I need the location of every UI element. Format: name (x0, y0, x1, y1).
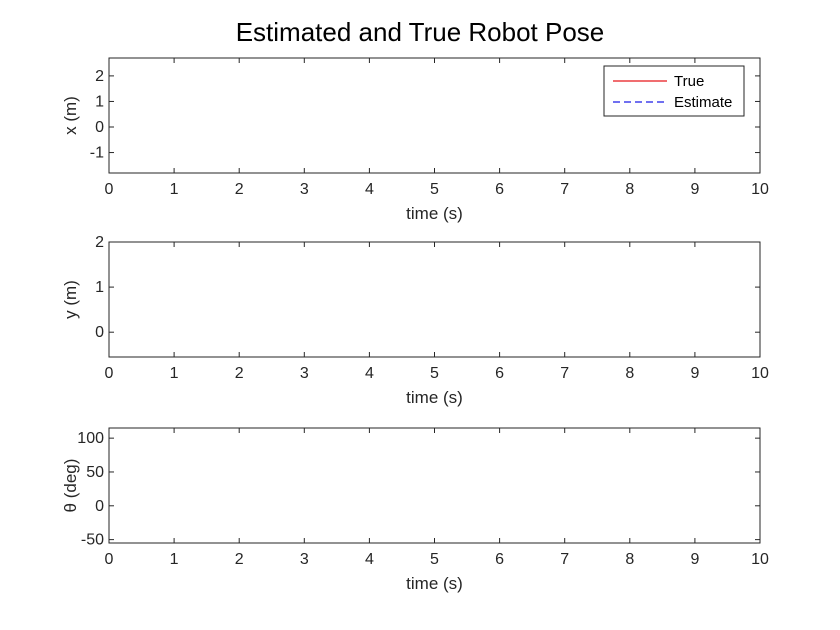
x-axis-label: time (s) (406, 574, 463, 593)
subplot-2: 0 1 2 3 4 5 6 7 8 9 10 0 1 2 time (s) y (m) (61, 234, 769, 407)
x-tick-label: 4 (365, 365, 374, 382)
y-tick-label: -50 (81, 532, 104, 549)
x-tick-label: 0 (105, 551, 114, 568)
axes-frame (108, 241, 761, 358)
y-tick-label: 1 (95, 279, 104, 296)
x-tick-label: 0 (105, 181, 114, 198)
x-tick-label: 10 (751, 365, 769, 382)
legend: True Estimate (603, 65, 745, 117)
x-tick-label: 4 (365, 181, 374, 198)
axes-frame (108, 427, 761, 544)
x-axis-label: time (s) (406, 388, 463, 407)
x-axis-label: time (s) (406, 204, 463, 223)
x-tick-label: 1 (170, 181, 179, 198)
x-tick-label: 2 (235, 551, 244, 568)
figure-title: Estimated and True Robot Pose (236, 17, 605, 47)
x-tick-label: 5 (430, 365, 439, 382)
x-tick-label: 8 (625, 551, 634, 568)
x-tick-label: 9 (690, 181, 699, 198)
y-tick-label: 2 (95, 68, 104, 85)
y-tick-label: 2 (95, 234, 104, 251)
x-tick-label: 3 (300, 181, 309, 198)
y-tick-label: 1 (95, 93, 104, 110)
y-tick-label: 0 (95, 498, 104, 515)
x-tick-label: 3 (300, 365, 309, 382)
legend-box (603, 65, 745, 117)
y-tick-label: 0 (95, 119, 104, 136)
subplot-1: 0 1 2 3 4 5 6 7 8 9 10 -1 0 1 2 time (s) x (m) True Estima… (61, 57, 769, 223)
y-axis-label: x (m) (61, 96, 80, 135)
y-axis-label: y (m) (61, 280, 80, 319)
y-tick-label: 100 (77, 430, 104, 447)
x-tick-label: 7 (560, 365, 569, 382)
y-tick-label: 0 (95, 324, 104, 341)
y-axis-label: θ (deg) (61, 459, 80, 513)
x-tick-label: 7 (560, 181, 569, 198)
x-tick-label: 5 (430, 551, 439, 568)
y-tick-label: -1 (90, 145, 104, 162)
x-tick-label: 7 (560, 551, 569, 568)
x-tick-label: 3 (300, 551, 309, 568)
x-tick-label: 9 (690, 365, 699, 382)
legend-label-true: True (674, 73, 704, 90)
x-tick-label: 0 (105, 365, 114, 382)
x-tick-label: 8 (625, 181, 634, 198)
x-tick-label: 6 (495, 181, 504, 198)
x-tick-label: 10 (751, 181, 769, 198)
x-tick-label: 6 (495, 551, 504, 568)
x-tick-label: 4 (365, 551, 374, 568)
x-tick-label: 1 (170, 365, 179, 382)
x-tick-label: 5 (430, 181, 439, 198)
x-tick-label: 6 (495, 365, 504, 382)
x-tick-label: 9 (690, 551, 699, 568)
x-tick-label: 2 (235, 365, 244, 382)
y-tick-label: 50 (86, 464, 104, 481)
x-tick-label: 1 (170, 551, 179, 568)
x-tick-label: 8 (625, 365, 634, 382)
legend-label-estimate: Estimate (674, 94, 732, 111)
x-tick-label: 2 (235, 181, 244, 198)
x-tick-label: 10 (751, 551, 769, 568)
